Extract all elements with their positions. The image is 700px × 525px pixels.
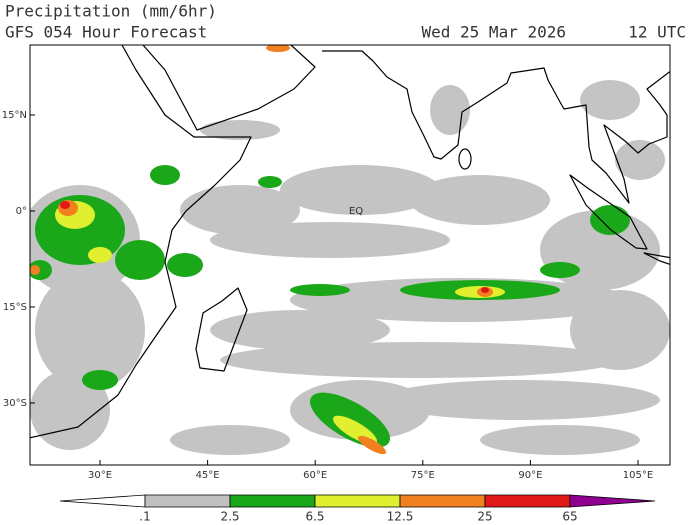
date: Wed 25 Mar 2026 xyxy=(422,23,567,42)
lat-label: 0° xyxy=(16,206,27,217)
java xyxy=(643,252,670,265)
extreme-rain xyxy=(60,201,489,293)
colorbar-segment xyxy=(569,494,656,508)
colorbar-label: 2.5 xyxy=(220,510,239,524)
colorbar-segment xyxy=(59,494,146,508)
colorbar-label: 12.5 xyxy=(387,510,414,524)
sumatra xyxy=(569,174,648,250)
time: 12 UTC xyxy=(628,23,686,42)
lat-label: 15°S xyxy=(3,302,27,313)
lon-label: 30°E xyxy=(88,470,112,481)
lat-label: 15°N xyxy=(2,110,27,121)
colorbar-segment xyxy=(484,494,571,508)
subtitle: GFS 054 Hour Forecast xyxy=(5,23,207,42)
colorbar-label: 25 xyxy=(477,510,492,524)
lon-label: 105°E xyxy=(623,470,653,481)
map-frame xyxy=(29,44,671,466)
colorbar-segment xyxy=(399,494,486,508)
map: EQ xyxy=(29,44,671,466)
lon-label: 90°E xyxy=(518,470,542,481)
colorbar-segment xyxy=(144,494,231,508)
madagascar xyxy=(195,287,248,372)
lon-label: 45°E xyxy=(196,470,220,481)
arabia-coast xyxy=(142,45,316,131)
africa-coast xyxy=(30,45,252,439)
lon-label: 75°E xyxy=(411,470,435,481)
precipitation xyxy=(30,45,670,455)
colorbar-segment xyxy=(314,494,401,508)
title: Precipitation (mm/6hr) xyxy=(5,2,217,21)
colorbar-label: 6.5 xyxy=(305,510,324,524)
asia-coast xyxy=(322,50,670,204)
colorbar-label: 65 xyxy=(562,510,577,524)
colorbar-segment xyxy=(229,494,316,508)
lon-label: 60°E xyxy=(303,470,327,481)
sri-lanka xyxy=(458,148,472,170)
coastlines xyxy=(30,45,670,439)
colorbar-label: .1 xyxy=(139,510,150,524)
equator-label: EQ xyxy=(349,206,363,217)
lat-label: 30°S xyxy=(3,398,27,409)
